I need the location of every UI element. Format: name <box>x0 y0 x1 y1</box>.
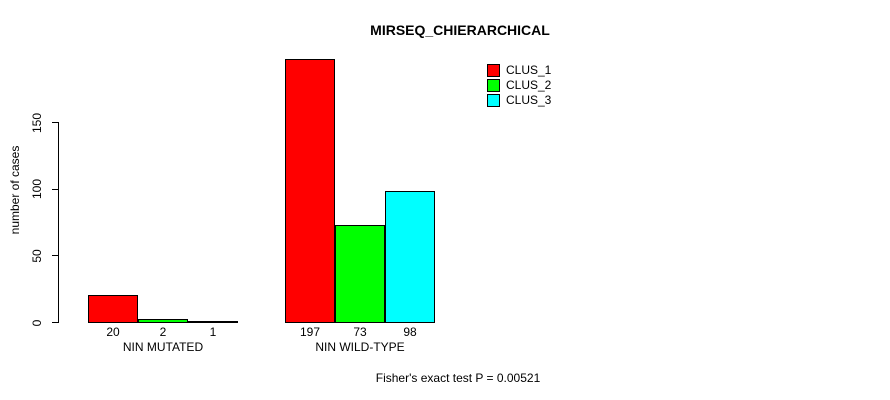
bar <box>335 224 385 323</box>
bar <box>88 295 138 323</box>
legend-item: CLUS_1 <box>487 64 551 77</box>
legend-swatch <box>487 64 500 77</box>
y-axis-tick <box>52 188 58 190</box>
x-axis-group-label: NIN WILD-TYPE <box>315 340 405 354</box>
bar-value-label: 98 <box>403 325 417 339</box>
legend-item: CLUS_3 <box>487 94 551 107</box>
y-axis-line <box>58 122 59 323</box>
legend-swatch <box>487 94 500 107</box>
x-axis-group-label: NIN MUTATED <box>122 340 204 354</box>
y-axis-tick-label: 150 <box>30 112 44 133</box>
bar-value-label: 73 <box>353 325 367 339</box>
bar-value-label: 2 <box>159 325 167 339</box>
y-axis-tick <box>52 122 58 123</box>
bar-value-label: 20 <box>106 325 120 339</box>
legend-label: CLUS_3 <box>506 93 552 107</box>
bar <box>285 59 335 323</box>
annotation-text: Fisher's exact test P = 0.00521 <box>375 371 541 385</box>
bar <box>138 319 188 323</box>
y-axis-label: number of cases <box>8 145 22 235</box>
y-axis-tick-label: 0 <box>30 319 44 326</box>
y-axis-tick-label: 50 <box>30 249 44 263</box>
bar <box>385 191 435 323</box>
legend-label: CLUS_1 <box>506 63 552 77</box>
legend-swatch <box>487 79 500 92</box>
bar-value-label: 197 <box>299 325 321 339</box>
chart-title: MIRSEQ_CHIERARCHICAL <box>370 22 550 38</box>
bar <box>188 320 238 323</box>
y-axis-tick-label: 100 <box>30 179 44 200</box>
legend-label: CLUS_2 <box>506 78 552 92</box>
y-axis-tick <box>52 322 58 323</box>
y-axis-tick <box>52 255 58 257</box>
legend-item: CLUS_2 <box>487 79 551 92</box>
bar-value-label: 1 <box>209 325 217 339</box>
